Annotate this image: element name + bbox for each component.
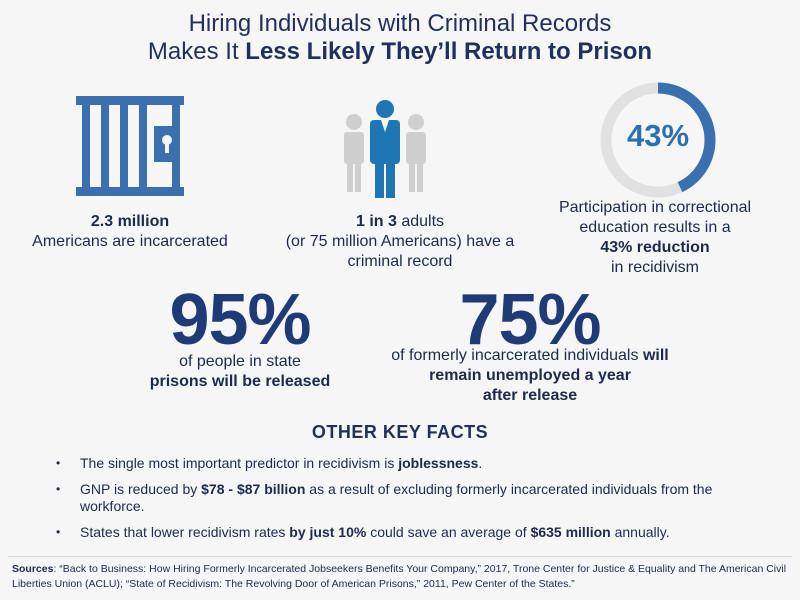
stat-unemployed-line1-bold: will	[642, 347, 669, 364]
people-icon	[344, 100, 426, 198]
bullet-icon: •	[56, 525, 61, 539]
stat-incarcerated-value: 2.3 million	[90, 213, 170, 230]
stat-record-value: 1 in 3	[355, 213, 397, 230]
jail-cell-icon	[76, 96, 184, 196]
title-line-1: Hiring Individuals with Criminal Records	[188, 10, 612, 37]
fact-text: The single most important predictor in r…	[80, 455, 399, 471]
other-facts-heading: OTHER KEY FACTS	[311, 422, 489, 442]
fact-item: • GNP is reduced by $78 - $87 billion as…	[50, 481, 750, 515]
stat-unemployed: of formerly incarcerated individuals wil…	[360, 346, 700, 406]
stat-record-text3: criminal record	[347, 253, 453, 270]
stat-incarcerated-text: Americans are incarcerated	[32, 233, 228, 250]
stat-education-line2: education results in a	[579, 219, 731, 236]
fact-item: • States that lower recidivism rates by …	[50, 524, 750, 541]
stat-criminal-record: 1 in 3 adults (or 75 million Americans) …	[260, 212, 540, 272]
fact-bold: by just 10%	[289, 524, 367, 540]
bullet-icon: •	[56, 482, 61, 496]
facts-list: • The single most important predictor in…	[50, 455, 750, 550]
fact-bold: $78 - $87 billion	[201, 481, 306, 497]
stat-released: of people in state prisons will be relea…	[110, 352, 370, 392]
ring-chart-icon	[600, 82, 716, 198]
stat-unemployed-bold3: after release	[482, 387, 578, 404]
sources-note: Sources: “Back to Business: How Hiring F…	[12, 562, 788, 592]
fact-text: annually.	[610, 524, 670, 540]
stat-unemployed-line1: of formerly incarcerated individuals	[391, 347, 643, 364]
sources-label: Sources	[12, 563, 54, 575]
title-line-2-prefix: Makes It	[147, 38, 246, 65]
sources-text: : “Back to Business: How Hiring Formerly…	[12, 563, 787, 590]
divider	[8, 556, 792, 557]
fact-text: .	[478, 455, 483, 471]
stat-record-text2: (or 75 million Americans) have a	[285, 233, 515, 250]
released-percent: 95%	[169, 280, 311, 360]
stat-education-line1: Participation in correctional	[558, 199, 752, 216]
fact-text: GNP is reduced by	[80, 481, 202, 497]
title-line-2: Makes It Less Likely They’ll Return to P…	[0, 36, 800, 68]
fact-item: • The single most important predictor in…	[50, 455, 750, 472]
stat-released-bold: prisons will be released	[149, 373, 331, 390]
stat-education-bold: 43% reduction	[600, 239, 710, 256]
fact-text: States that lower recidivism rates	[80, 524, 290, 540]
fact-text: could save an average of	[366, 524, 531, 540]
stat-record-text1: adults	[396, 213, 445, 230]
stat-education-line4: in recidivism	[610, 259, 699, 276]
stat-education: Participation in correctional education …	[530, 198, 780, 278]
bullet-icon: •	[56, 456, 61, 470]
fact-bold: joblessness	[398, 455, 479, 471]
fact-text: as a result of excluding formerly incarc…	[80, 481, 713, 514]
title-line-2-bold: Less Likely They’ll Return to Prison	[245, 38, 653, 65]
unemployed-percent: 75%	[459, 280, 601, 360]
ring-percent-label: 43%	[626, 118, 690, 153]
stat-released-line1: of people in state	[179, 353, 301, 370]
fact-bold: $635 million	[530, 524, 611, 540]
stat-unemployed-bold2: remain unemployed a year	[429, 367, 631, 384]
stat-incarcerated: 2.3 million Americans are incarcerated	[10, 212, 250, 252]
